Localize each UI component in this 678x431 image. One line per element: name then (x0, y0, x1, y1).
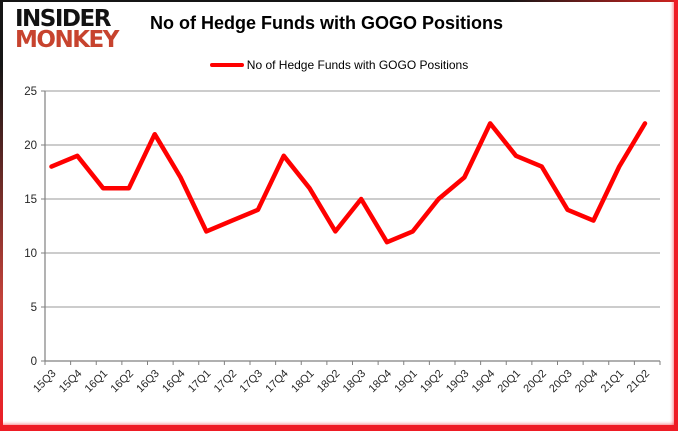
y-tick-label: 0 (31, 356, 37, 368)
x-tick-label: 16Q4 (160, 368, 188, 396)
x-tick-label: 17Q1 (186, 368, 214, 396)
x-tick-label: 17Q3 (238, 368, 266, 396)
x-tick-label: 21Q1 (599, 368, 627, 396)
x-tick-label: 21Q2 (625, 368, 653, 396)
frame-top-edge (0, 0, 678, 2)
x-tick-label: 17Q2 (212, 368, 240, 396)
y-tick-label: 5 (31, 302, 37, 314)
x-tick-label: 20Q2 (521, 368, 549, 396)
x-tick-label: 19Q1 (392, 368, 420, 396)
x-tick-label: 20Q3 (547, 368, 575, 396)
logo-line-2: MONKEY (15, 27, 119, 54)
x-tick-label: 16Q2 (109, 368, 137, 396)
x-tick-label: 15Q3 (31, 368, 59, 396)
legend-label: No of Hedge Funds with GOGO Positions (246, 58, 469, 72)
y-tick-label: 20 (24, 140, 37, 152)
legend-line-swatch (209, 62, 244, 68)
x-tick-label: 16Q3 (134, 368, 162, 396)
frame-left-edge (0, 0, 3, 431)
y-tick-label: 25 (24, 86, 37, 98)
x-tick-label: 19Q2 (418, 368, 446, 396)
x-tick-label: 18Q2 (315, 368, 343, 396)
insider-monkey-logo: INSIDER MONKEY (15, 6, 119, 54)
x-tick-label: 18Q4 (367, 368, 395, 396)
x-tick-label: 19Q3 (444, 368, 472, 396)
frame-right-edge (674, 0, 678, 431)
x-tick-label: 19Q4 (470, 368, 498, 396)
x-tick-label: 16Q1 (83, 368, 111, 396)
x-tick-label: 17Q4 (263, 368, 291, 396)
frame-bottom-edge (0, 425, 678, 431)
legend: No of Hedge Funds with GOGO Positions (0, 58, 678, 72)
x-tick-label: 15Q4 (57, 368, 85, 396)
x-tick-label: 20Q4 (573, 368, 601, 396)
series-line (49, 121, 648, 245)
y-tick-label: 10 (24, 248, 37, 260)
x-tick-label: 20Q1 (496, 368, 524, 396)
chart-title: No of Hedge Funds with GOGO Positions (150, 13, 503, 33)
x-tick-label: 18Q3 (341, 368, 369, 396)
x-tick-label: 18Q1 (289, 368, 317, 396)
logo-line-1: INSIDER (15, 6, 111, 32)
y-tick-label: 15 (24, 194, 37, 206)
